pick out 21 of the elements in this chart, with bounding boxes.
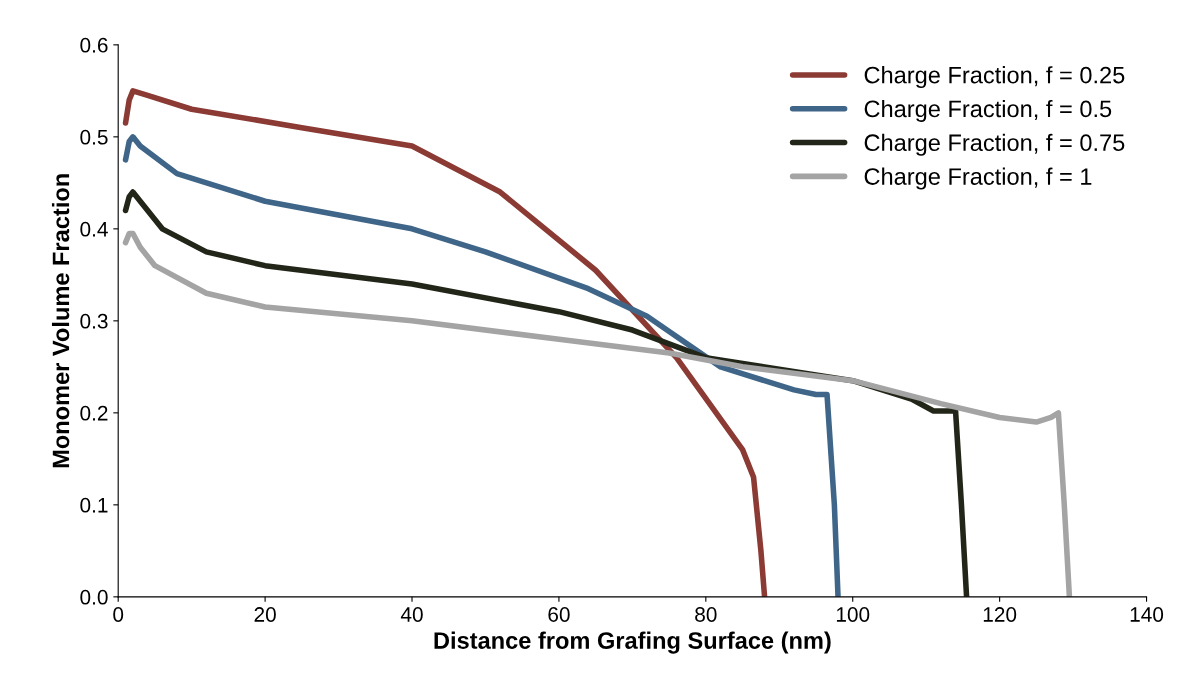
- legend-label: Charge Fraction, f = 0.25: [864, 66, 1125, 89]
- x-axis-title: Distance from Grafing Surface (nm): [434, 631, 831, 654]
- y-tick-label: 0.3: [80, 313, 108, 329]
- x-tick-label: 100: [836, 607, 870, 622]
- x-tick-label: 20: [254, 607, 276, 622]
- y-tick-label: 0.0: [80, 589, 108, 605]
- legend-label: Charge Fraction, f = 1: [864, 167, 1092, 190]
- x-tick-label: 80: [695, 607, 717, 622]
- y-tick-label: 0.2: [80, 405, 108, 421]
- legend-label: Charge Fraction, f = 0.75: [864, 133, 1125, 156]
- y-axis-title: Monomer Volume Fraction: [51, 174, 70, 468]
- y-tick-label: 0.1: [80, 497, 108, 513]
- x-tick-label: 0: [113, 607, 124, 622]
- y-tick-label: 0.6: [80, 37, 108, 53]
- x-tick-label: 140: [1130, 607, 1164, 622]
- legend-label: Charge Fraction, f = 0.5: [864, 99, 1112, 122]
- x-tick-label: 60: [548, 607, 570, 622]
- y-tick-label: 0.4: [80, 221, 108, 237]
- x-tick-label: 40: [400, 607, 423, 622]
- x-tick-label: 120: [983, 607, 1017, 622]
- y-tick-label: 0.5: [80, 129, 108, 145]
